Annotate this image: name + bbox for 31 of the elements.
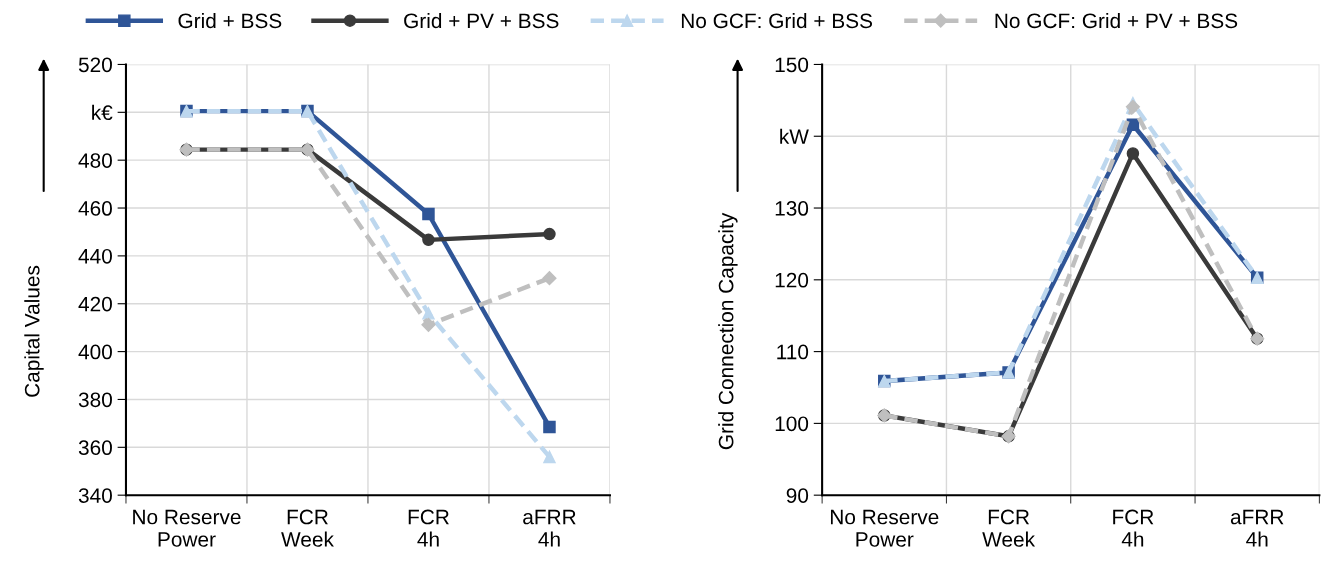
legend-label: Grid + PV + BSS (404, 12, 559, 29)
legend-label: No GCF: Grid + PV + BSS (995, 12, 1238, 29)
legend-label: Grid + BSS (178, 12, 282, 29)
y-tick-label: 460 (78, 201, 112, 216)
legend-label: No GCF: Grid + BSS (681, 12, 873, 29)
x-tick-label: FCR 4h (1113, 509, 1154, 547)
y-tick-label: 360 (78, 440, 112, 456)
y-tick-label: 380 (78, 392, 112, 408)
y-tick-label: 480 (78, 153, 112, 168)
x-tick-label: FCR 4h (408, 509, 449, 547)
y-tick-label: 130 (775, 201, 809, 216)
y-tick-label: 150 (775, 57, 809, 73)
y-axis-title: Capital Values (24, 265, 44, 397)
y-tick-label: k€ (92, 104, 113, 121)
y-tick-label: 100 (775, 416, 809, 432)
x-tick-label: FCR Week (281, 509, 334, 547)
x-tick-label: No Reserve Power (830, 509, 939, 547)
x-tick-label: aFRR 4h (523, 509, 576, 547)
x-tick-label: No Reserve Power (133, 509, 241, 547)
y-tick-label: 110 (777, 344, 809, 360)
y-tick-label: 120 (775, 272, 809, 288)
y-tick-label: 340 (78, 488, 112, 503)
y-tick-label: 440 (78, 248, 112, 264)
y-tick-label: 90 (786, 488, 809, 503)
x-tick-label: aFRR 4h (1230, 509, 1284, 547)
y-tick-label: kW (780, 128, 809, 144)
y-tick-label: 420 (78, 296, 112, 312)
y-tick-label: 520 (78, 57, 112, 73)
x-tick-label: FCR Week (982, 509, 1036, 547)
y-tick-label: 400 (78, 344, 112, 360)
y-axis-title: Grid Connection Capacity (718, 212, 738, 450)
